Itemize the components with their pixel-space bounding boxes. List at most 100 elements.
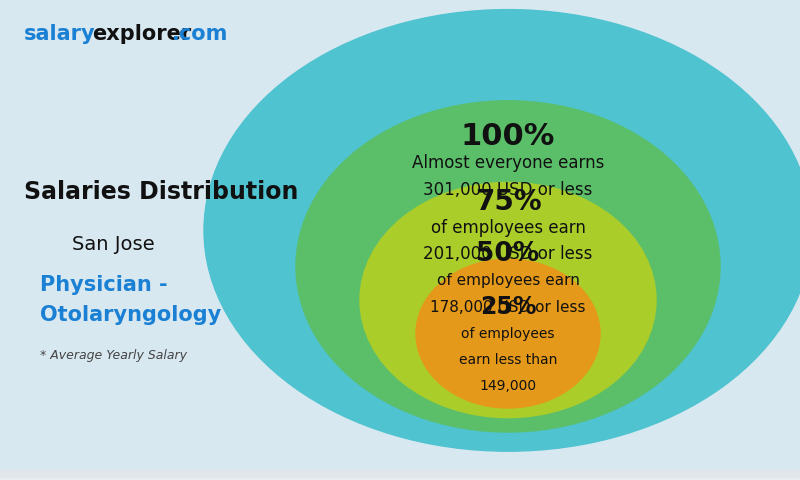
Bar: [0, 474, 800, 480]
Text: salary: salary: [24, 24, 96, 44]
Bar: [0, 473, 800, 479]
Bar: [0, 473, 800, 478]
Text: 100%: 100%: [461, 122, 555, 151]
Bar: [0, 473, 800, 479]
Bar: [0, 472, 800, 477]
Bar: [0, 471, 800, 477]
Text: of employees earn: of employees earn: [430, 219, 586, 237]
Bar: [0, 472, 800, 477]
Bar: [0, 470, 800, 476]
Bar: [0, 474, 800, 480]
Bar: [0, 470, 800, 476]
Bar: [0, 472, 800, 477]
Bar: [0, 470, 800, 476]
Bar: [0, 473, 800, 478]
Bar: [0, 473, 800, 478]
Bar: [0, 472, 800, 478]
Text: 201,000 USD or less: 201,000 USD or less: [423, 245, 593, 264]
Bar: [0, 472, 800, 478]
Bar: [0, 470, 800, 476]
Bar: [0, 471, 800, 477]
Bar: [0, 472, 800, 478]
Bar: [0, 473, 800, 478]
Bar: [0, 470, 800, 476]
Ellipse shape: [296, 101, 720, 432]
Bar: [0, 471, 800, 477]
Bar: [0, 474, 800, 479]
Bar: [0, 473, 800, 478]
Bar: [0, 470, 800, 475]
Bar: [0, 472, 800, 478]
Bar: [0, 470, 800, 475]
Bar: [0, 475, 800, 480]
Text: Physician -
Otolaryngology: Physician - Otolaryngology: [40, 275, 222, 325]
Bar: [0, 470, 800, 476]
Bar: [0, 471, 800, 477]
Bar: [0, 472, 800, 478]
Bar: [0, 470, 800, 476]
Bar: [0, 470, 800, 475]
Bar: [0, 471, 800, 476]
Bar: [0, 474, 800, 480]
Bar: [0, 472, 800, 478]
Bar: [0, 474, 800, 480]
Bar: [0, 474, 800, 479]
Bar: [0, 472, 800, 477]
Bar: [0, 473, 800, 478]
Bar: [0, 470, 800, 476]
Bar: [0, 471, 800, 476]
Bar: [0, 474, 800, 479]
Bar: [0, 472, 800, 477]
Text: earn less than: earn less than: [459, 353, 557, 367]
Bar: [0, 472, 800, 478]
Text: 149,000: 149,000: [479, 379, 537, 394]
Bar: [0, 474, 800, 480]
Bar: [0, 471, 800, 477]
Bar: [0, 471, 800, 476]
Bar: [0, 473, 800, 478]
Text: of employees: of employees: [462, 326, 554, 341]
Bar: [0, 474, 800, 479]
Bar: [0, 470, 800, 476]
Bar: [0, 473, 800, 479]
Bar: [0, 472, 800, 478]
Bar: [0, 474, 800, 480]
Bar: [0, 472, 800, 477]
Bar: [0, 473, 800, 479]
Text: of employees earn: of employees earn: [437, 273, 579, 288]
Ellipse shape: [360, 182, 656, 418]
Bar: [0, 472, 800, 477]
Bar: [0, 472, 800, 477]
Ellipse shape: [204, 10, 800, 451]
Bar: [0, 474, 800, 479]
Bar: [0, 474, 800, 479]
Bar: [0, 473, 800, 478]
Bar: [0, 474, 800, 480]
Bar: [0, 473, 800, 479]
Text: Almost everyone earns: Almost everyone earns: [412, 154, 604, 172]
Bar: [0, 474, 800, 479]
Bar: [0, 474, 800, 479]
Bar: [0, 475, 800, 480]
Text: Salaries Distribution: Salaries Distribution: [24, 180, 298, 204]
Bar: [0, 470, 800, 475]
Bar: [0, 472, 800, 478]
Text: 178,000 USD or less: 178,000 USD or less: [430, 300, 586, 315]
Bar: [0, 471, 800, 477]
Bar: [0, 471, 800, 476]
Bar: [0, 474, 800, 479]
Text: 25%: 25%: [480, 295, 536, 319]
Bar: [0, 474, 800, 480]
Bar: [0, 475, 800, 480]
Text: 301,000 USD or less: 301,000 USD or less: [423, 180, 593, 199]
Bar: [0, 474, 800, 480]
Bar: [0, 471, 800, 476]
Bar: [0, 472, 800, 478]
Text: San Jose: San Jose: [72, 235, 154, 254]
Bar: [0, 475, 800, 480]
Text: 50%: 50%: [476, 241, 540, 267]
Bar: [0, 474, 800, 480]
Bar: [0, 472, 800, 477]
Bar: [0, 473, 800, 478]
Bar: [0, 471, 800, 476]
